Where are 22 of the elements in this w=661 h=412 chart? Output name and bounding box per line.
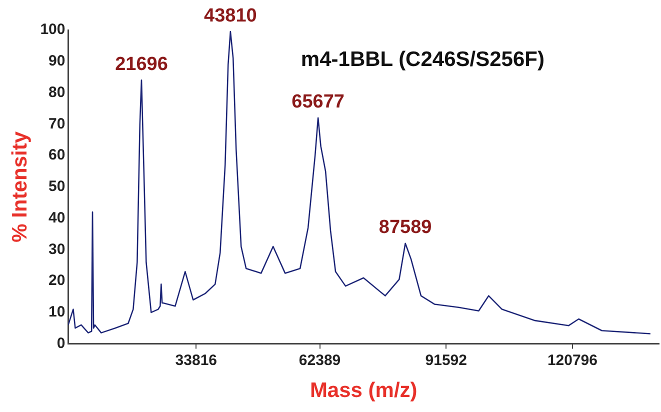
x-axis-title: Mass (m/z) <box>310 379 418 402</box>
annotation: 43810 <box>204 5 257 26</box>
y-tick-label: 20 <box>48 272 66 290</box>
y-tick-label: 90 <box>48 52 66 70</box>
y-tick-label: 70 <box>48 115 66 132</box>
y-tick-label: 40 <box>48 209 66 226</box>
y-axis-title: % Intensity <box>8 131 32 242</box>
y-tick-label: 10 <box>48 304 66 321</box>
annotation: 65677 <box>292 92 345 113</box>
y-tick-label: 60 <box>48 146 66 164</box>
y-tick-label: 80 <box>48 84 66 101</box>
y-tick-label: 30 <box>48 240 66 258</box>
annotation: 87589 <box>378 217 432 238</box>
x-tick-label: 120796 <box>547 352 598 369</box>
y-tick-label: 0 <box>56 334 66 352</box>
y-tick-label: 100 <box>40 21 66 38</box>
x-tick-label: 62389 <box>298 352 341 369</box>
text: m4-1BBL (C246S/S256F) <box>300 48 544 71</box>
annotation: 21696 <box>115 54 168 75</box>
x-tick-label: 91592 <box>425 352 467 369</box>
x-tick-label: 33816 <box>175 352 218 369</box>
y-tick-label: 50 <box>48 178 66 196</box>
